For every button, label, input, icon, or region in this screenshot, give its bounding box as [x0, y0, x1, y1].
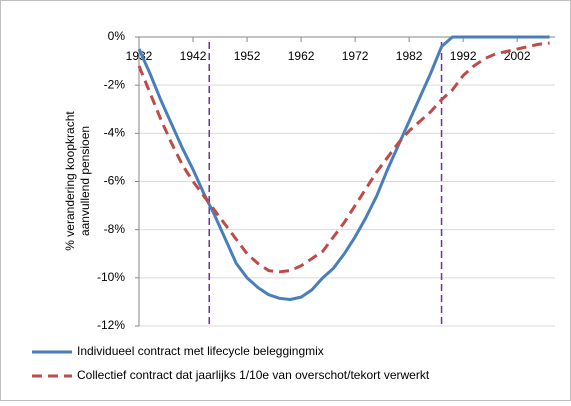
y-tick-label: -12% — [97, 318, 125, 332]
x-tick-label: 1952 — [234, 49, 261, 63]
y-tick-label: 0% — [108, 29, 126, 43]
x-tick-label: 1942 — [180, 49, 207, 63]
series-line — [137, 41, 550, 274]
legend-label: Collectief contract dat jaarlijks 1/10e … — [77, 368, 430, 382]
y-axis-label: aanvullend pensioen — [78, 126, 92, 236]
y-axis-label: % verandering koopkracht — [63, 111, 77, 251]
x-tick-label: 2002 — [504, 49, 531, 63]
y-tick-label: -2% — [104, 77, 126, 91]
legend-label: Individueel contract met lifecycle beleg… — [77, 344, 324, 358]
x-tick-label: 1972 — [342, 49, 369, 63]
y-tick-label: -8% — [104, 222, 126, 236]
x-tick-label: 1932 — [126, 49, 153, 63]
x-tick-label: 1982 — [396, 49, 423, 63]
y-tick-label: -4% — [104, 126, 126, 140]
y-tick-label: -6% — [104, 174, 126, 188]
x-tick-label: 1962 — [288, 49, 315, 63]
y-tick-label: -10% — [97, 270, 125, 284]
x-tick-label: 1992 — [450, 49, 477, 63]
